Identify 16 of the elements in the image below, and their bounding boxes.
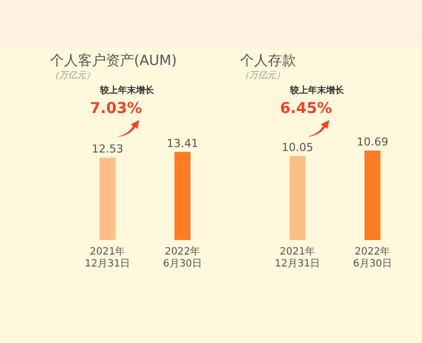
chart-subtitle: （万亿元） <box>50 70 95 81</box>
chart-title: 个人存款 <box>240 53 296 69</box>
x-tick-label: 2021年 12月31日 <box>84 246 130 270</box>
data-label: 13.41 <box>166 136 198 150</box>
x-tick-label: 2022年 6月30日 <box>162 246 202 270</box>
data-label: 10.69 <box>356 136 388 149</box>
x-tick-label: 2022年 6月30日 <box>352 246 392 270</box>
x-tick-label: 2021年 12月31日 <box>274 246 320 270</box>
text: 7.03% <box>90 99 142 117</box>
chart-subtitle: （万亿元） <box>240 70 285 81</box>
text: 6.45% <box>280 99 332 117</box>
data-label: 12.53 <box>92 142 124 156</box>
data-label: 10.05 <box>282 140 314 154</box>
text: 较上年末增长 <box>289 85 345 96</box>
chart-title: 个人客户资产(AUM) <box>50 53 177 69</box>
text: 较上年末增长 <box>99 85 155 96</box>
